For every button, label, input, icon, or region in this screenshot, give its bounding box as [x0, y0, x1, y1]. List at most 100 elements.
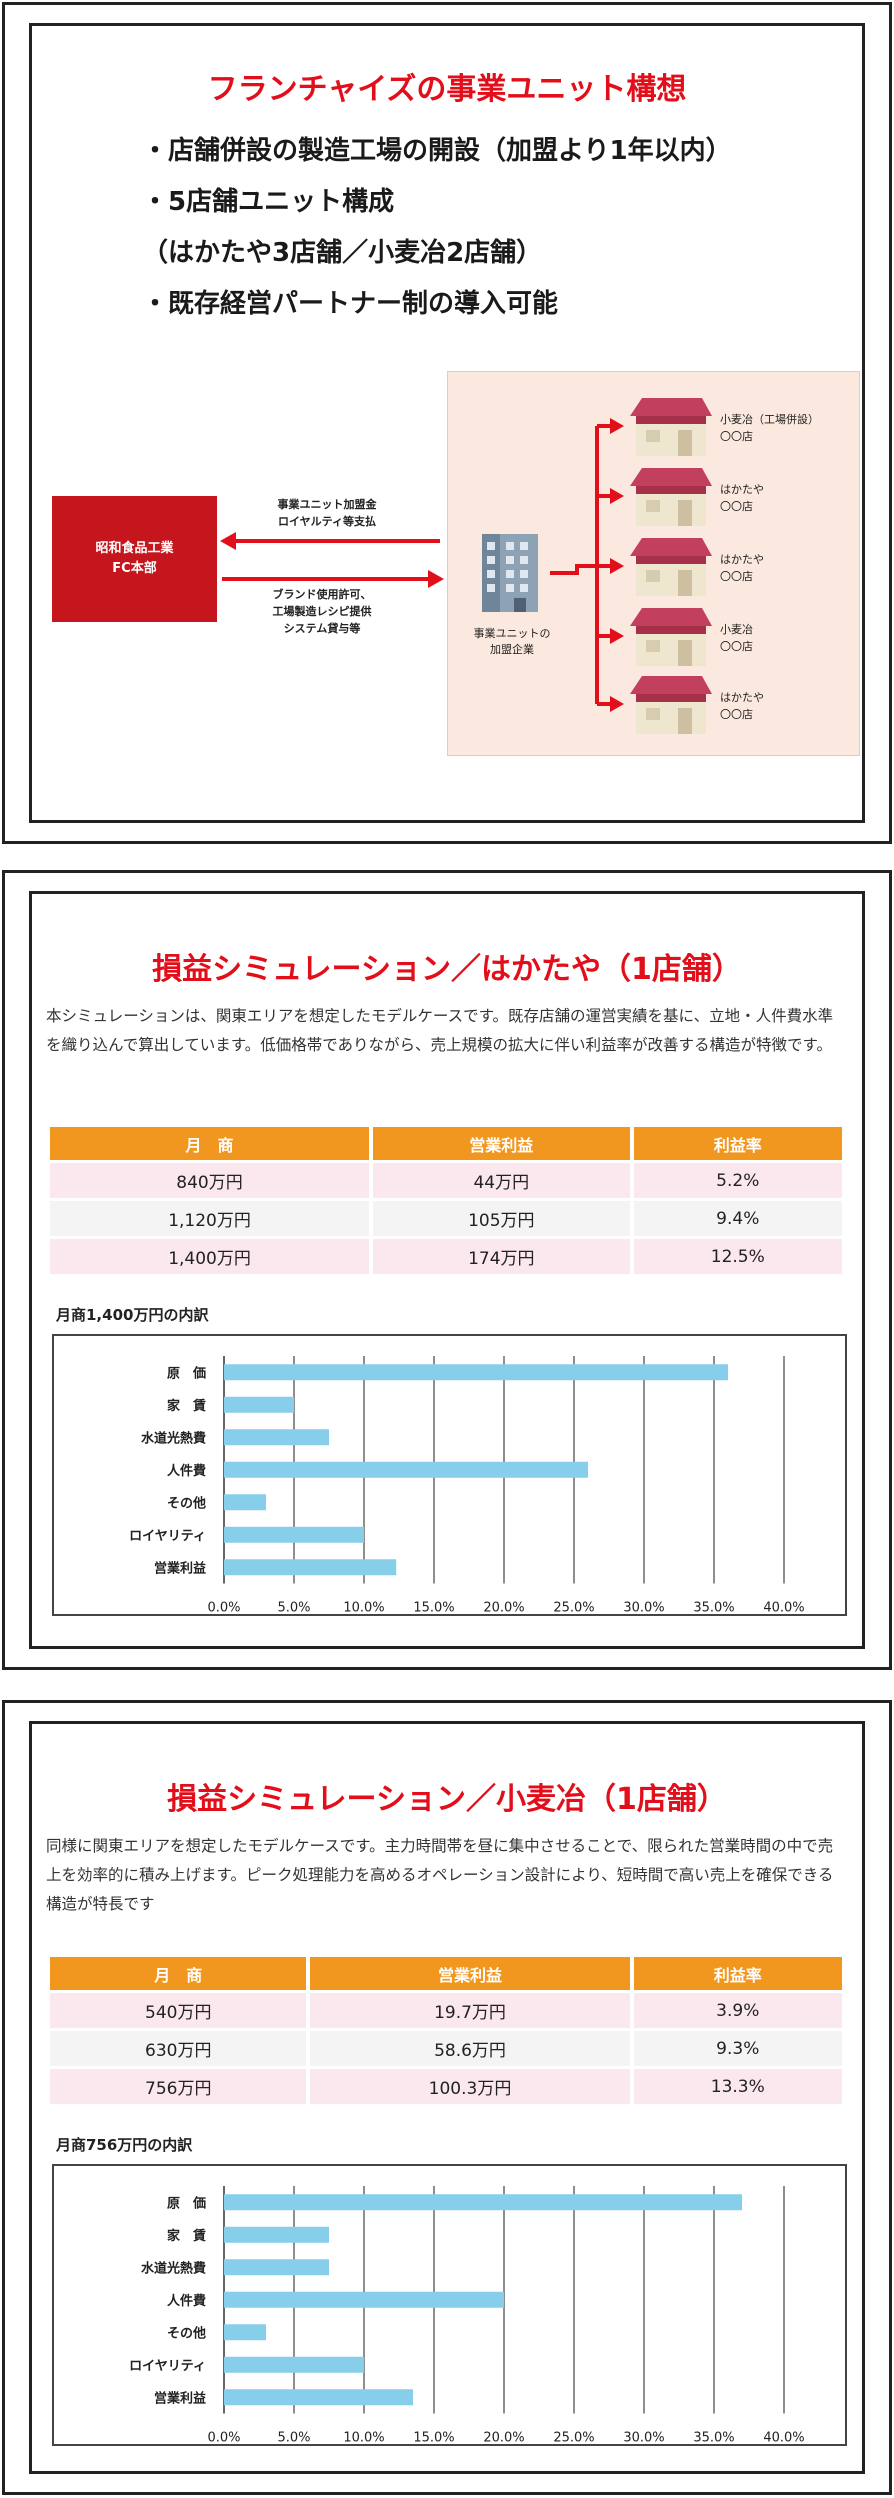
- bar: [224, 1429, 329, 1446]
- bar: [224, 2356, 364, 2373]
- category-label: 水道光熱費: [141, 2260, 206, 2276]
- col-monthly-sales: 月 商: [50, 1957, 307, 1990]
- breakdown-bar-chart: 0.0% 5.0% 10.0% 15.0% 20.0% 25.0% 30.0% 35.0% 40…: [129, 1356, 805, 1616]
- store-icon: [630, 468, 712, 526]
- table-cell: 44万円: [373, 1163, 630, 1198]
- bar: [224, 1526, 364, 1543]
- table-cell: 100.3万円: [310, 2069, 630, 2104]
- table-header-row: 月 商 営業利益 利益率: [50, 1957, 842, 1990]
- x-tick-label: 20.0%: [483, 1601, 524, 1615]
- table-row: 756万円 100.3万円 13.3%: [50, 2069, 842, 2104]
- table-cell: 1,120万円: [50, 1201, 370, 1236]
- x-tick-label: 40.0%: [763, 1601, 804, 1615]
- store-icon: [630, 608, 712, 666]
- x-tick-label: 30.0%: [623, 2431, 664, 2445]
- payment-label-line: 事業ユニット加盟金: [277, 498, 377, 511]
- x-tick-label: 25.0%: [553, 1601, 594, 1615]
- bar: [224, 2194, 742, 2211]
- store-label: はかたや 〇〇店: [720, 689, 764, 723]
- x-tick-label: 10.0%: [343, 1601, 384, 1615]
- breakdown-title: 月商756万円の内訳: [56, 2136, 193, 2154]
- table-cell: 840万円: [50, 1163, 370, 1198]
- bar: [224, 2389, 413, 2406]
- komugiya-sim-panel: 損益シミュレーション／小麦冶（1店舗） 同様に関東エリアを想定したモデルケースで…: [2, 1700, 892, 2495]
- x-tick-label: 15.0%: [413, 1601, 454, 1615]
- unit-bullet-list: ・店舗併設の製造工場の開設（加盟より1年以内） ・5店舗ユニット構成 （はかたや…: [142, 126, 732, 330]
- bullet-item: （はかたや3店舗／小麦冶2店舗）: [142, 238, 543, 268]
- bar: [224, 1461, 588, 1478]
- x-tick-label: 10.0%: [343, 2431, 384, 2445]
- bar: [224, 1559, 397, 1576]
- provision-label-line: システム貸与等: [283, 622, 361, 635]
- bar: [224, 1364, 728, 1381]
- bar: [224, 2324, 266, 2341]
- x-tick-label: 35.0%: [693, 2431, 734, 2445]
- section1-title: フランチャイズの事業ユニット構想: [207, 72, 687, 107]
- table-row: 840万円 44万円 5.2%: [50, 1163, 842, 1198]
- store-branch: 〇〇店: [720, 570, 753, 583]
- category-label: 営業利益: [154, 2390, 206, 2406]
- franchise-unit-panel: フランチャイズの事業ユニット構想 ・店舗併設の製造工場の開設（加盟より1年以内）…: [2, 2, 892, 844]
- provision-arrow: [222, 570, 444, 588]
- franchise-unit-frame: フランチャイズの事業ユニット構想 ・店舗併設の製造工場の開設（加盟より1年以内）…: [29, 23, 865, 823]
- store-name: はかたや: [720, 483, 764, 496]
- table-cell: 9.3%: [633, 2031, 842, 2066]
- store-icon: [630, 538, 712, 596]
- store-name: 小麦冶: [720, 623, 753, 636]
- table-row: 630万円 58.6万円 9.3%: [50, 2031, 842, 2066]
- x-tick-label: 5.0%: [277, 1601, 310, 1615]
- breakdown-bar-chart: 0.0% 5.0% 10.0% 15.0% 20.0% 25.0% 30.0% 35.0% 40…: [129, 2186, 805, 2446]
- store-name: はかたや: [720, 553, 764, 566]
- section2-title: 損益シミュレーション／はかたや（1店舗）: [152, 952, 742, 987]
- col-profit-rate: 利益率: [633, 1127, 842, 1160]
- branch-arrows: [550, 424, 612, 706]
- category-label: 人件費: [167, 1463, 206, 1479]
- hakataya-sim-frame: 損益シミュレーション／はかたや（1店舗） 本シミュレーションは、関東エリアを想定…: [29, 891, 865, 1649]
- category-label: 原 価: [167, 1365, 206, 1381]
- building-icon: [482, 534, 538, 612]
- section2-description: 本シミュレーションは、関東エリアを想定したモデルケースです。既存店舗の運営実績を…: [46, 1007, 834, 1054]
- table-cell: 630万円: [50, 2031, 307, 2066]
- provision-label-line: 工場製造レシピ提供: [272, 605, 372, 618]
- bullet-item: ・5店舗ユニット構成: [142, 187, 395, 217]
- provision-label-line: ブランド使用許可、: [272, 588, 372, 601]
- category-label: 人件費: [167, 2293, 206, 2309]
- table-row: 1,120万円 105万円 9.4%: [50, 1201, 842, 1236]
- category-label: 原 価: [167, 2195, 206, 2211]
- col-operating-profit: 営業利益: [373, 1127, 630, 1160]
- table-cell: 3.9%: [633, 1993, 842, 2028]
- bar: [224, 2291, 504, 2308]
- table-cell: 5.2%: [633, 1163, 842, 1198]
- payment-label-line: ロイヤルティ等支払: [277, 515, 376, 528]
- category-label: ロイヤリティ: [129, 2359, 206, 2374]
- store-branch: 〇〇店: [720, 430, 753, 443]
- store-name: はかたや: [720, 691, 764, 704]
- branch-arrowheads: [610, 418, 624, 712]
- x-tick-label: 0.0%: [207, 2431, 240, 2445]
- company-label: 事業ユニットの 加盟企業: [457, 626, 567, 658]
- provision-label: ブランド使用許可、 工場製造レシピ提供 システム貸与等: [232, 586, 412, 637]
- bar: [224, 1396, 294, 1413]
- x-tick-label: 0.0%: [207, 1601, 240, 1615]
- table-cell: 174万円: [373, 1239, 630, 1274]
- table-row: 540万円 19.7万円 3.9%: [50, 1993, 842, 2028]
- table-header-row: 月 商 営業利益 利益率: [50, 1127, 842, 1160]
- hakataya-pl-table: 月 商 営業利益 利益率 840万円 44万円 5.2% 1,120万円 105…: [46, 1124, 846, 1277]
- store-branch: 〇〇店: [720, 708, 753, 721]
- x-tick-label: 15.0%: [413, 2431, 454, 2445]
- category-label: ロイヤリティ: [129, 1529, 206, 1544]
- breakdown-chart-box: 0.0% 5.0% 10.0% 15.0% 20.0% 25.0% 30.0% 35.0% 40…: [52, 1334, 847, 1616]
- company-label-line: 加盟企業: [490, 643, 534, 656]
- store-name: 小麦冶（工場併設）: [720, 413, 819, 426]
- x-tick-label: 30.0%: [623, 1601, 664, 1615]
- table-cell: 1,400万円: [50, 1239, 370, 1274]
- col-monthly-sales: 月 商: [50, 1127, 370, 1160]
- col-operating-profit: 営業利益: [310, 1957, 630, 1990]
- table-cell: 58.6万円: [310, 2031, 630, 2066]
- store-label: はかたや 〇〇店: [720, 481, 764, 515]
- breakdown-title: 月商1,400万円の内訳: [56, 1306, 209, 1324]
- table-cell: 105万円: [373, 1201, 630, 1236]
- table-cell: 756万円: [50, 2069, 307, 2104]
- bar: [224, 2226, 329, 2243]
- section3-description: 同様に関東エリアを想定したモデルケースです。主力時間帯を昼に集中させることで、限…: [46, 1837, 834, 1913]
